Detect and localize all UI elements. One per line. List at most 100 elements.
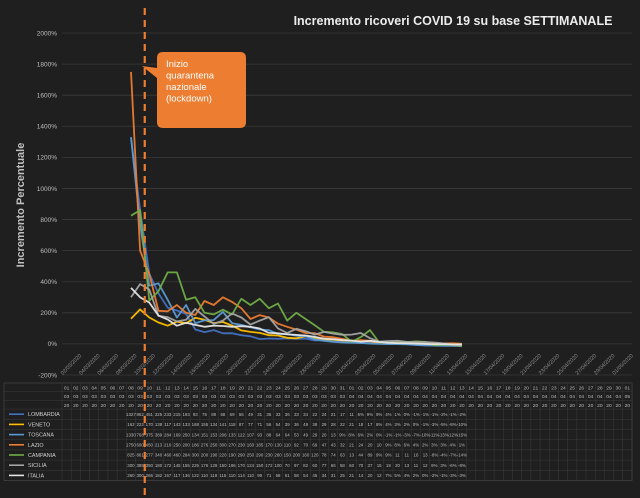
- table-header-day: 14: [183, 385, 189, 391]
- table-cell: 56: [239, 412, 244, 417]
- table-header-day: 01: [64, 385, 70, 391]
- table-header-month: 03: [202, 394, 208, 400]
- table-cell: 49: [303, 422, 308, 427]
- table-header-month: 03: [266, 394, 272, 400]
- table-header-day: 11: [156, 385, 161, 391]
- table-cell: 15: [377, 463, 382, 468]
- table-header-month: 04: [579, 394, 585, 400]
- table-cell: 133: [182, 422, 190, 427]
- table-header-day: 22: [257, 385, 263, 391]
- table-header-year: 20: [101, 403, 107, 409]
- y-axis-title: Incremento Percentuale: [15, 143, 27, 268]
- table-header-day: 13: [459, 385, 465, 391]
- table-cell: 28: [331, 422, 336, 427]
- table-header-day: 18: [220, 385, 226, 391]
- table-cell: 6%: [358, 412, 364, 417]
- table-header-day: 27: [588, 385, 594, 391]
- table-cell: 24: [358, 443, 363, 448]
- table-header-year: 20: [110, 403, 116, 409]
- table-cell: 2%: [422, 443, 428, 448]
- table-cell: 82: [303, 463, 308, 468]
- table-cell: -8%: [430, 453, 438, 458]
- table-header-year: 20: [468, 403, 474, 409]
- table-header-day: 15: [478, 385, 484, 391]
- table-header-year: 20: [432, 403, 438, 409]
- table-cell: 1327: [126, 412, 136, 417]
- table-cell: -1%: [384, 432, 392, 437]
- table-header-month: 03: [340, 394, 346, 400]
- table-cell: 138: [155, 422, 163, 427]
- table-header-year: 20: [312, 403, 318, 409]
- table-cell: 3%: [440, 463, 446, 468]
- table-cell: 13: [404, 463, 409, 468]
- table-cell: 150: [284, 453, 292, 458]
- table-cell: 389: [155, 432, 163, 437]
- table-header-day: 02: [358, 385, 364, 391]
- table-header-year: 20: [524, 403, 530, 409]
- table-header-year: 20: [570, 403, 576, 409]
- table-header-day: 28: [312, 385, 318, 391]
- table-cell: -4%: [440, 453, 448, 458]
- table-cell: 2%: [413, 473, 419, 478]
- table-header-day: 28: [597, 385, 603, 391]
- callout-bubble: [142, 52, 246, 128]
- table-header-month: 03: [275, 394, 281, 400]
- table-header-day: 26: [294, 385, 300, 391]
- y-tick-label: 800%: [40, 217, 57, 224]
- table-cell: 375: [146, 432, 154, 437]
- table-header-month: 04: [459, 394, 465, 400]
- table-series-name: VENETO: [28, 422, 50, 428]
- table-cell: 115: [219, 473, 227, 478]
- table-cell: 3%: [431, 443, 437, 448]
- table-header-year: 20: [496, 403, 502, 409]
- table-cell: 93: [193, 412, 198, 417]
- table-header-year: 20: [266, 403, 272, 409]
- table-header-year: 20: [248, 403, 254, 409]
- table-cell: 290: [256, 453, 264, 458]
- table-cell: 64: [285, 432, 290, 437]
- table-cell: 145: [173, 463, 181, 468]
- table-header-month: 04: [606, 394, 612, 400]
- table-cell: 110: [284, 443, 292, 448]
- table-cell: 1%: [394, 412, 400, 417]
- table-cell: 260: [274, 453, 282, 458]
- table-cell: 39: [285, 422, 290, 427]
- table-header-day: 21: [533, 385, 539, 391]
- table-cell: 220: [219, 453, 227, 458]
- table-cell: 13: [349, 453, 354, 458]
- table-cell: 861: [136, 453, 144, 458]
- table-header-year: 20: [533, 403, 539, 409]
- table-cell: 151: [201, 432, 209, 437]
- table-cell: 284: [182, 453, 190, 458]
- table-header-month: 03: [285, 394, 291, 400]
- y-tick-label: 1000%: [37, 186, 57, 193]
- table-cell: 68: [276, 473, 281, 478]
- table-cell: 114: [238, 473, 246, 478]
- table-cell: 162: [127, 422, 135, 427]
- table-cell: 300: [219, 443, 227, 448]
- table-cell: 250: [210, 443, 218, 448]
- table-cell: 19: [386, 463, 391, 468]
- table-cell: 117: [173, 473, 181, 478]
- table-cell: 69: [230, 412, 235, 417]
- table-cell: -2%: [458, 412, 466, 417]
- table-cell: 350: [146, 463, 154, 468]
- table-cell: 22: [340, 422, 345, 427]
- table-header-month: 04: [404, 394, 410, 400]
- table-cell: 250: [173, 443, 181, 448]
- series-line-sicilia: [130, 283, 462, 347]
- callout-text-line: (lockdown): [166, 94, 212, 105]
- table-header-day: 12: [450, 385, 456, 391]
- table-header-day: 07: [404, 385, 410, 391]
- table-cell: 10: [377, 443, 382, 448]
- table-cell: 20: [395, 463, 400, 468]
- table-cell: 185: [256, 443, 264, 448]
- table-header-year: 20: [386, 403, 392, 409]
- callout-text-line: nazionale: [166, 82, 207, 93]
- table-header-day: 02: [73, 385, 79, 391]
- table-header-year: 20: [303, 403, 309, 409]
- table-header-month: 03: [91, 394, 97, 400]
- table-header-day: 15: [193, 385, 199, 391]
- table-cell: 7%: [385, 473, 391, 478]
- table-cell: 9%: [431, 463, 437, 468]
